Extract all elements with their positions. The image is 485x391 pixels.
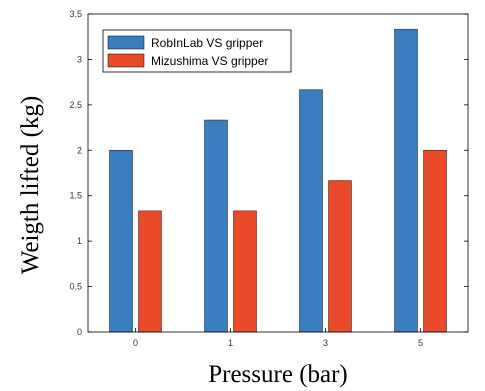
legend-swatch-robinlab <box>107 35 145 50</box>
x-axis-title: Pressure (bar) <box>208 361 348 388</box>
x-tick-label: 1 <box>228 338 233 348</box>
y-tick-label: 1.5 <box>69 191 82 201</box>
plot-area-frame <box>87 13 469 333</box>
bar-mizushima-0 <box>138 210 162 333</box>
legend-swatch-mizushima <box>107 53 145 68</box>
x-tick-label: 5 <box>418 338 423 348</box>
y-tick-label: 2 <box>77 145 82 155</box>
bar-robinlab-1 <box>204 119 228 333</box>
y-tick-label: 0 <box>77 327 82 337</box>
x-axis-ticks: 0 1 3 5 <box>133 328 423 348</box>
y-tick-label: 2.5 <box>69 100 82 110</box>
y-tick-label: 1 <box>77 236 82 246</box>
bar-mizushima-5 <box>423 150 447 333</box>
legend-label-mizushima: Mizushima VS gripper <box>151 54 268 68</box>
x-tick-label: 0 <box>133 338 138 348</box>
bar-robinlab-5 <box>394 28 418 333</box>
y-axis-ticks: 0 0.5 1 1.5 2 2.5 3 3.5 <box>69 9 468 337</box>
y-tick-label: 0.5 <box>69 282 82 292</box>
bars-layer <box>109 28 447 333</box>
y-tick-label: 3.5 <box>69 9 82 19</box>
bar-mizushima-3 <box>328 180 352 333</box>
legend-label-robinlab: RobInLab VS gripper <box>151 36 263 50</box>
bar-mizushima-1 <box>233 210 257 333</box>
bar-robinlab-3 <box>299 89 323 333</box>
bar-robinlab-0 <box>109 150 133 333</box>
x-tick-label: 3 <box>323 338 328 348</box>
y-axis-title: Weigth lifted (kg) <box>17 96 44 275</box>
legend: RobInLab VS gripper Mizushima VS gripper <box>102 29 292 73</box>
y-tick-label: 3 <box>77 54 82 64</box>
